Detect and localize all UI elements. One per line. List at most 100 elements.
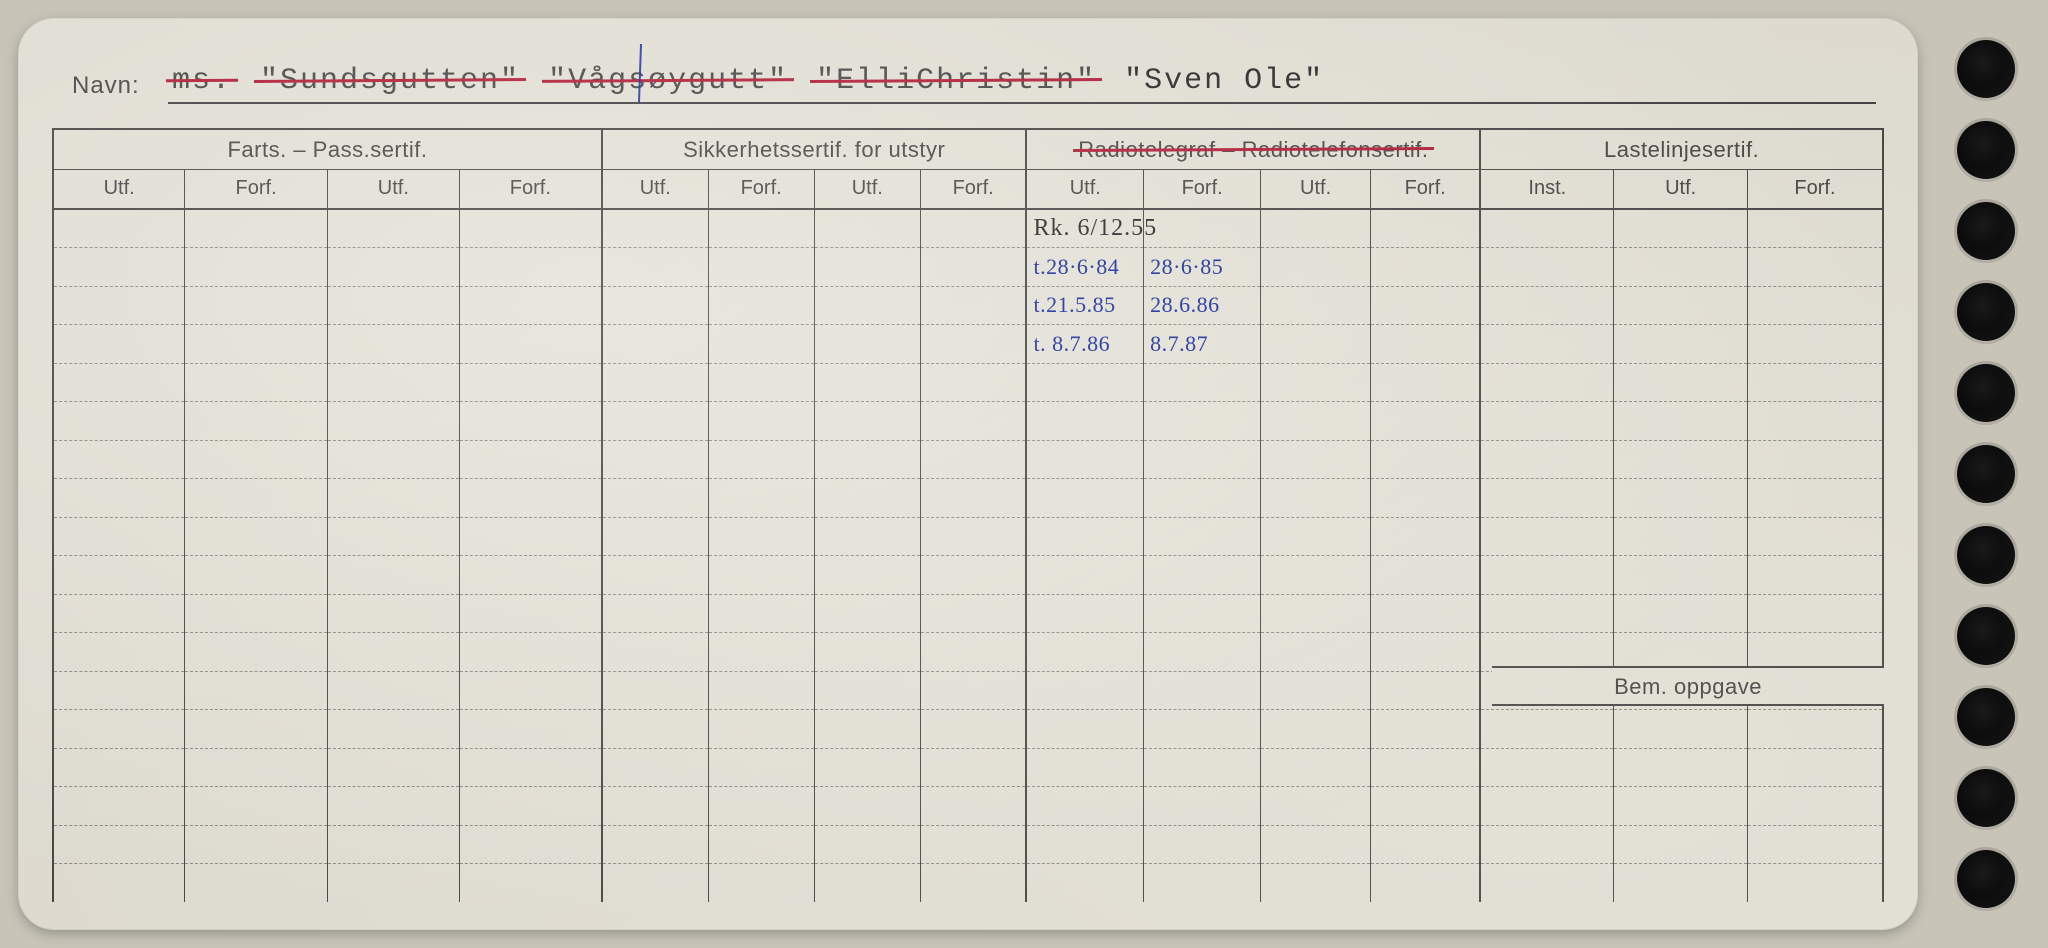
certificate-table-wrap: Farts. – Pass.sertif.Sikkerhetssertif. f…	[52, 128, 1884, 902]
sub-header: Forf.	[920, 169, 1026, 209]
table-cell	[53, 286, 185, 325]
table-cell	[1480, 479, 1614, 518]
table-cell	[1144, 671, 1261, 710]
table-cell	[459, 209, 602, 248]
table-cell	[814, 248, 920, 287]
vessel-name: "Vågsøygutt"	[548, 64, 788, 98]
table-cell	[459, 671, 602, 710]
group-header: Farts. – Pass.sertif.	[53, 129, 602, 169]
table-cell	[327, 479, 459, 518]
table-cell	[602, 325, 708, 364]
table-cell	[1614, 748, 1748, 787]
table-cell	[920, 286, 1026, 325]
table-cell	[1026, 787, 1143, 826]
table-cell	[1747, 440, 1883, 479]
table-cell	[1747, 787, 1883, 826]
table-cell	[602, 286, 708, 325]
table-cell	[1614, 402, 1748, 441]
header-sub-row: Utf.Forf.Utf.Forf.Utf.Forf.Utf.Forf.Utf.…	[53, 169, 1883, 209]
title-row: Navn: ms."Sundsgutten""Vågsøygutt""ElliC…	[60, 46, 1876, 106]
table-cell	[327, 710, 459, 749]
table-cell	[1261, 556, 1371, 595]
table-cell	[53, 671, 185, 710]
table-cell	[920, 787, 1026, 826]
table-cell	[1261, 479, 1371, 518]
table-cell	[53, 209, 185, 248]
table-cell	[1480, 402, 1614, 441]
table-cell	[1261, 517, 1371, 556]
table-cell	[1747, 864, 1883, 903]
table-cell	[53, 479, 185, 518]
table-cell	[708, 633, 814, 672]
table-cell	[1144, 633, 1261, 672]
table-cell	[602, 671, 708, 710]
sub-header: Forf.	[185, 169, 328, 209]
table-cell	[1747, 325, 1883, 364]
handwritten-entry: 28·6·85	[1150, 254, 1223, 279]
table-cell	[920, 633, 1026, 672]
table-cell	[1480, 710, 1614, 749]
table-cell	[185, 517, 328, 556]
page: Navn: ms."Sundsgutten""Vågsøygutt""ElliC…	[0, 0, 2048, 948]
table-cell	[185, 440, 328, 479]
table-cell	[1370, 479, 1480, 518]
table-cell	[920, 671, 1026, 710]
table-cell	[53, 325, 185, 364]
table-cell	[1144, 402, 1261, 441]
table-cell	[327, 864, 459, 903]
sub-header: Utf.	[1261, 169, 1371, 209]
table-cell	[814, 556, 920, 595]
table-cell	[1026, 440, 1143, 479]
table-cell	[1480, 363, 1614, 402]
table-cell	[185, 710, 328, 749]
table-cell	[1261, 787, 1371, 826]
table-cell	[185, 671, 328, 710]
table-cell	[1480, 748, 1614, 787]
binder-hole	[1957, 283, 2015, 341]
table-cell	[1261, 748, 1371, 787]
table-cell	[708, 671, 814, 710]
table-cell	[920, 556, 1026, 595]
table-cell	[814, 825, 920, 864]
table-cell	[1614, 825, 1748, 864]
table-cell	[1026, 556, 1143, 595]
binder-hole	[1957, 850, 2015, 908]
table-cell	[1747, 286, 1883, 325]
group-header: Radiotelegraf – Radiotelefonsertif.	[1026, 129, 1480, 169]
table-cell	[1370, 825, 1480, 864]
table-cell	[1480, 248, 1614, 287]
table-cell	[814, 402, 920, 441]
table-cell	[602, 517, 708, 556]
table-cell	[1614, 594, 1748, 633]
table-cell	[814, 363, 920, 402]
table-cell	[814, 440, 920, 479]
table-cell: Rk. 6/12.55	[1026, 209, 1143, 248]
table-cell	[1480, 517, 1614, 556]
sub-header: Utf.	[1026, 169, 1143, 209]
table-cell	[459, 402, 602, 441]
table-cell	[708, 248, 814, 287]
table-cell	[1614, 864, 1748, 903]
table-cell	[1370, 248, 1480, 287]
table-cell	[708, 594, 814, 633]
table-cell: 28.6.86	[1144, 286, 1261, 325]
table-cell	[1747, 748, 1883, 787]
table-cell	[602, 594, 708, 633]
table-cell	[708, 479, 814, 518]
table-cell	[1261, 325, 1371, 364]
vessel-name: "ElliChristin"	[816, 64, 1096, 98]
table-cell	[327, 325, 459, 364]
table-cell	[602, 363, 708, 402]
table-cell	[708, 748, 814, 787]
bem-line-bot	[1492, 704, 1884, 706]
table-cell	[602, 748, 708, 787]
table-cell	[459, 594, 602, 633]
table-cell	[814, 209, 920, 248]
table-cell	[602, 402, 708, 441]
table-cell	[1261, 633, 1371, 672]
binder-holes	[1936, 0, 2036, 948]
table-cell	[327, 556, 459, 595]
table-cell	[1261, 248, 1371, 287]
binder-hole	[1957, 769, 2015, 827]
table-cell	[1480, 209, 1614, 248]
